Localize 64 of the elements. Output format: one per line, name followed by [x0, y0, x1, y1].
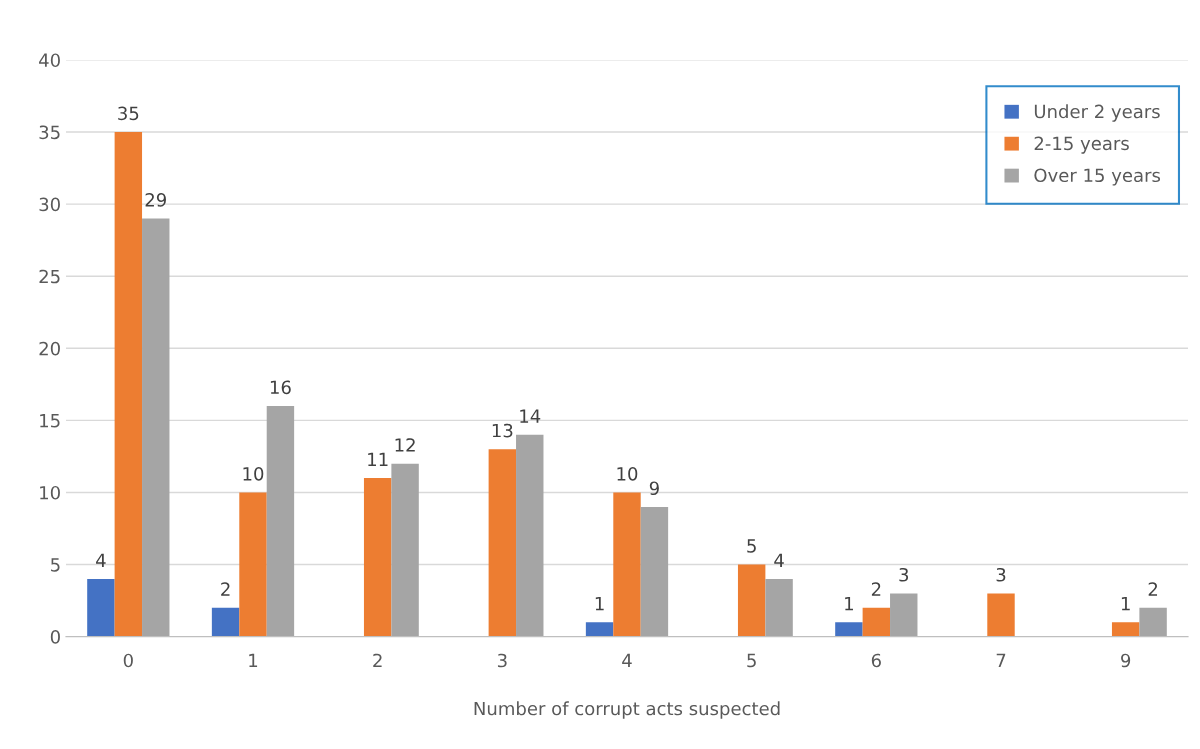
x-tick-label: 7: [996, 653, 1006, 668]
data-label: 4: [774, 553, 784, 567]
y-tick-label: 35: [39, 125, 60, 140]
bar: [266, 405, 295, 637]
y-tick-label: 20: [39, 341, 60, 356]
bar: [211, 607, 240, 637]
x-tick-label: 1: [249, 653, 258, 668]
x-tick-label: 4: [622, 653, 632, 668]
bar: [239, 492, 267, 637]
data-label: 3: [996, 567, 1006, 582]
data-label: 5: [747, 539, 756, 553]
y-tick-label: 30: [39, 197, 60, 212]
y-tick-label: 5: [51, 558, 60, 572]
bar: [87, 578, 115, 637]
data-label: 14: [520, 409, 541, 423]
bar: [737, 564, 766, 637]
x-tick-label: 5: [747, 653, 756, 668]
x-tick-label: 2: [373, 653, 382, 668]
data-label: 9: [649, 481, 659, 496]
bar: [987, 593, 1015, 637]
y-tick-label: 10: [40, 485, 60, 500]
x-axis-title: Number of corrupt acts suspected: [474, 701, 780, 719]
data-label: 35: [118, 106, 139, 121]
bar: [516, 434, 544, 637]
data-label: 2: [221, 582, 230, 596]
bar: [585, 622, 614, 637]
data-label: 11: [368, 452, 388, 466]
bar: [391, 463, 419, 637]
legend-label: 2-15 years: [1034, 136, 1129, 154]
legend-label: Under 2 years: [1034, 104, 1160, 122]
bar: [862, 607, 891, 637]
y-tick-label: 40: [39, 53, 60, 68]
data-label: 13: [492, 423, 513, 438]
bar: [835, 622, 863, 637]
x-tick-label: 3: [497, 653, 507, 668]
data-label: 12: [395, 438, 415, 452]
y-tick-label: 15: [40, 414, 60, 428]
bar: [613, 492, 641, 637]
bar: [488, 449, 517, 637]
data-label: 10: [617, 466, 638, 481]
bar: [890, 593, 918, 637]
bar: [142, 218, 170, 637]
data-label: 29: [145, 193, 166, 207]
legend-label: Over 15 years: [1034, 168, 1161, 186]
data-label: 2: [871, 582, 881, 596]
data-label: 4: [96, 553, 106, 567]
data-label: 16: [270, 380, 291, 395]
bar: [363, 478, 392, 637]
data-label: 3: [899, 567, 909, 582]
data-label: 1: [1121, 596, 1130, 611]
data-label: 10: [243, 466, 264, 481]
data-label: 1: [595, 596, 604, 611]
bar: [1139, 607, 1167, 637]
data-label: 2: [1148, 582, 1158, 596]
x-tick-label: 0: [123, 653, 133, 668]
bar: [1111, 622, 1140, 637]
y-tick-label: 0: [50, 630, 60, 644]
bar: [765, 578, 793, 637]
data-label: 1: [845, 596, 853, 611]
bar: [640, 506, 669, 637]
y-tick-label: 25: [39, 269, 60, 284]
x-tick-label: 6: [871, 653, 881, 668]
x-tick-label: 9: [1121, 653, 1131, 668]
bar: [114, 132, 143, 637]
